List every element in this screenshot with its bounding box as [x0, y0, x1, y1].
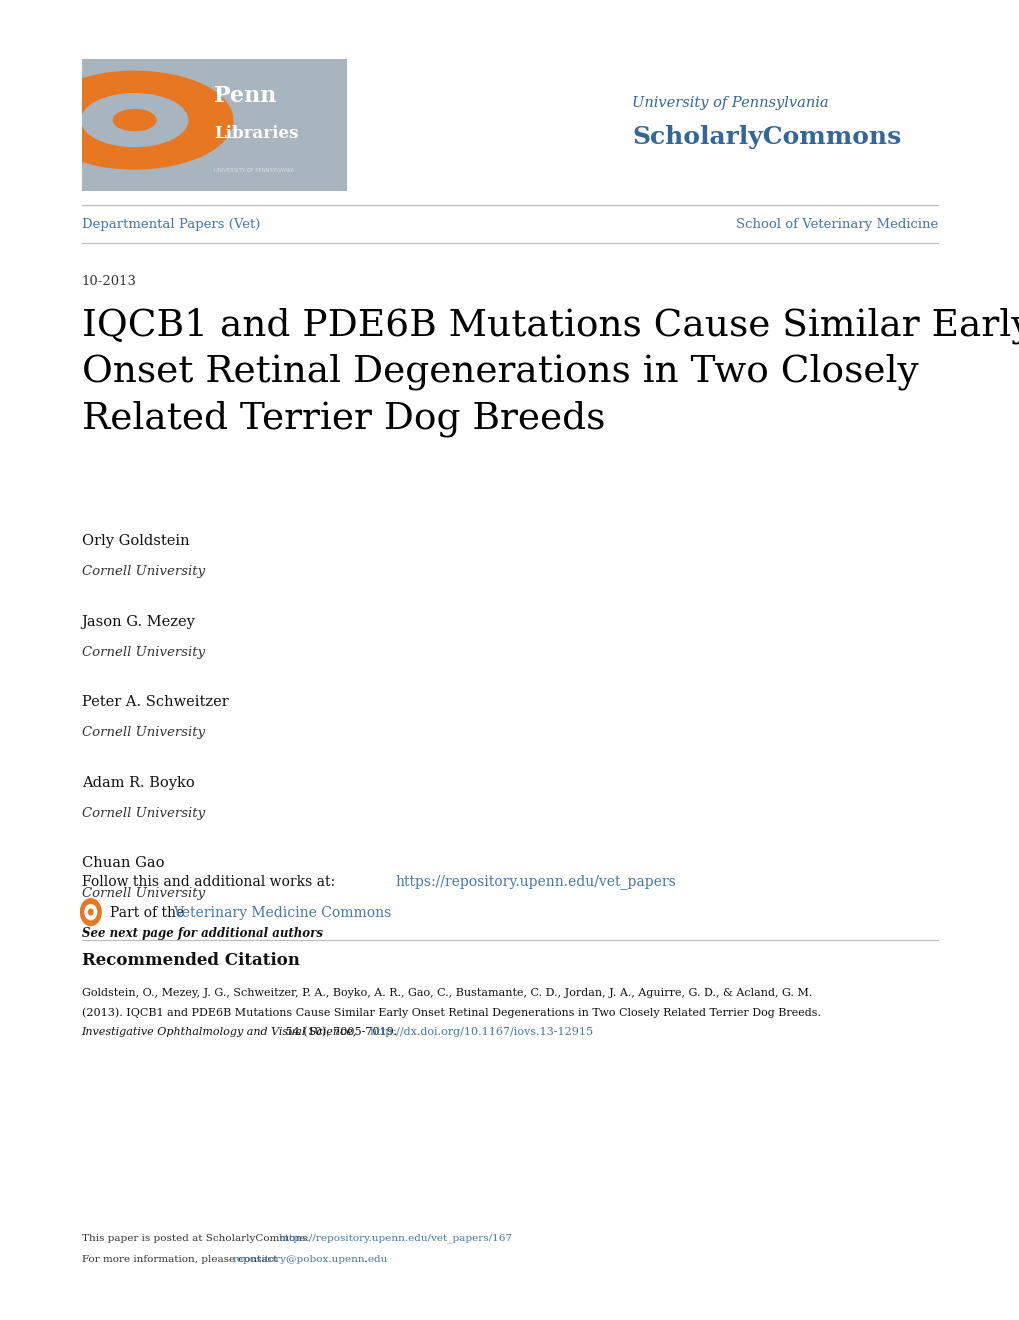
Text: Cornell University: Cornell University	[82, 726, 205, 739]
Circle shape	[81, 899, 101, 925]
Text: http://dx.doi.org/10.1167/iovs.13-12915: http://dx.doi.org/10.1167/iovs.13-12915	[369, 1027, 593, 1038]
Text: repository@pobox.upenn.edu: repository@pobox.upenn.edu	[232, 1255, 387, 1263]
Text: Libraries: Libraries	[214, 125, 299, 141]
Text: Cornell University: Cornell University	[82, 645, 205, 659]
Text: Cornell University: Cornell University	[82, 807, 205, 820]
Text: Chuan Gao: Chuan Gao	[82, 857, 164, 870]
FancyBboxPatch shape	[82, 59, 346, 191]
Text: https://repository.upenn.edu/vet_papers/167: https://repository.upenn.edu/vet_papers/…	[278, 1233, 512, 1243]
Text: University of Pennsylvania: University of Pennsylvania	[632, 96, 828, 110]
Circle shape	[37, 71, 232, 169]
Text: Adam R. Boyko: Adam R. Boyko	[82, 776, 195, 789]
Text: Cornell University: Cornell University	[82, 887, 205, 900]
Text: ScholarlyCommons: ScholarlyCommons	[632, 125, 901, 149]
Text: Cornell University: Cornell University	[82, 565, 205, 578]
Text: 10-2013: 10-2013	[82, 275, 137, 288]
Text: Jason G. Mezey: Jason G. Mezey	[82, 615, 196, 628]
Text: IQCB1 and PDE6B Mutations Cause Similar Early
Onset Retinal Degenerations in Two: IQCB1 and PDE6B Mutations Cause Similar …	[82, 308, 1019, 437]
Text: Peter A. Schweitzer: Peter A. Schweitzer	[82, 696, 228, 709]
Text: (2013). IQCB1 and PDE6B Mutations Cause Similar Early Onset Retinal Degeneration: (2013). IQCB1 and PDE6B Mutations Cause …	[82, 1007, 820, 1018]
Circle shape	[85, 904, 97, 920]
Text: Recommended Citation: Recommended Citation	[82, 953, 300, 969]
Text: 54 (10), 7005-7019.: 54 (10), 7005-7019.	[281, 1027, 399, 1038]
Text: School of Veterinary Medicine: School of Veterinary Medicine	[736, 218, 937, 231]
Text: Goldstein, O., Mezey, J. G., Schweitzer, P. A., Boyko, A. R., Gao, C., Bustamant: Goldstein, O., Mezey, J. G., Schweitzer,…	[82, 987, 811, 998]
Text: UNIVERSITY OF PENNSYLVANIA: UNIVERSITY OF PENNSYLVANIA	[214, 168, 294, 173]
Text: This paper is posted at ScholarlyCommons.: This paper is posted at ScholarlyCommons…	[82, 1234, 313, 1242]
Text: See next page for additional authors: See next page for additional authors	[82, 927, 322, 940]
Text: Veterinary Medicine Commons: Veterinary Medicine Commons	[173, 907, 391, 920]
Text: Orly Goldstein: Orly Goldstein	[82, 535, 190, 548]
Text: Departmental Papers (Vet): Departmental Papers (Vet)	[82, 218, 260, 231]
Text: Follow this and additional works at:: Follow this and additional works at:	[82, 875, 338, 888]
Text: https://repository.upenn.edu/vet_papers: https://repository.upenn.edu/vet_papers	[395, 874, 676, 890]
Text: Investigative Ophthalmology and Visual Science,: Investigative Ophthalmology and Visual S…	[82, 1027, 357, 1038]
Text: For more information, please contact: For more information, please contact	[82, 1255, 280, 1263]
Text: Penn: Penn	[214, 86, 276, 107]
Text: .: .	[363, 1255, 366, 1263]
Circle shape	[113, 110, 156, 131]
Circle shape	[89, 909, 93, 915]
Text: Part of the: Part of the	[110, 907, 189, 920]
Circle shape	[82, 94, 187, 147]
